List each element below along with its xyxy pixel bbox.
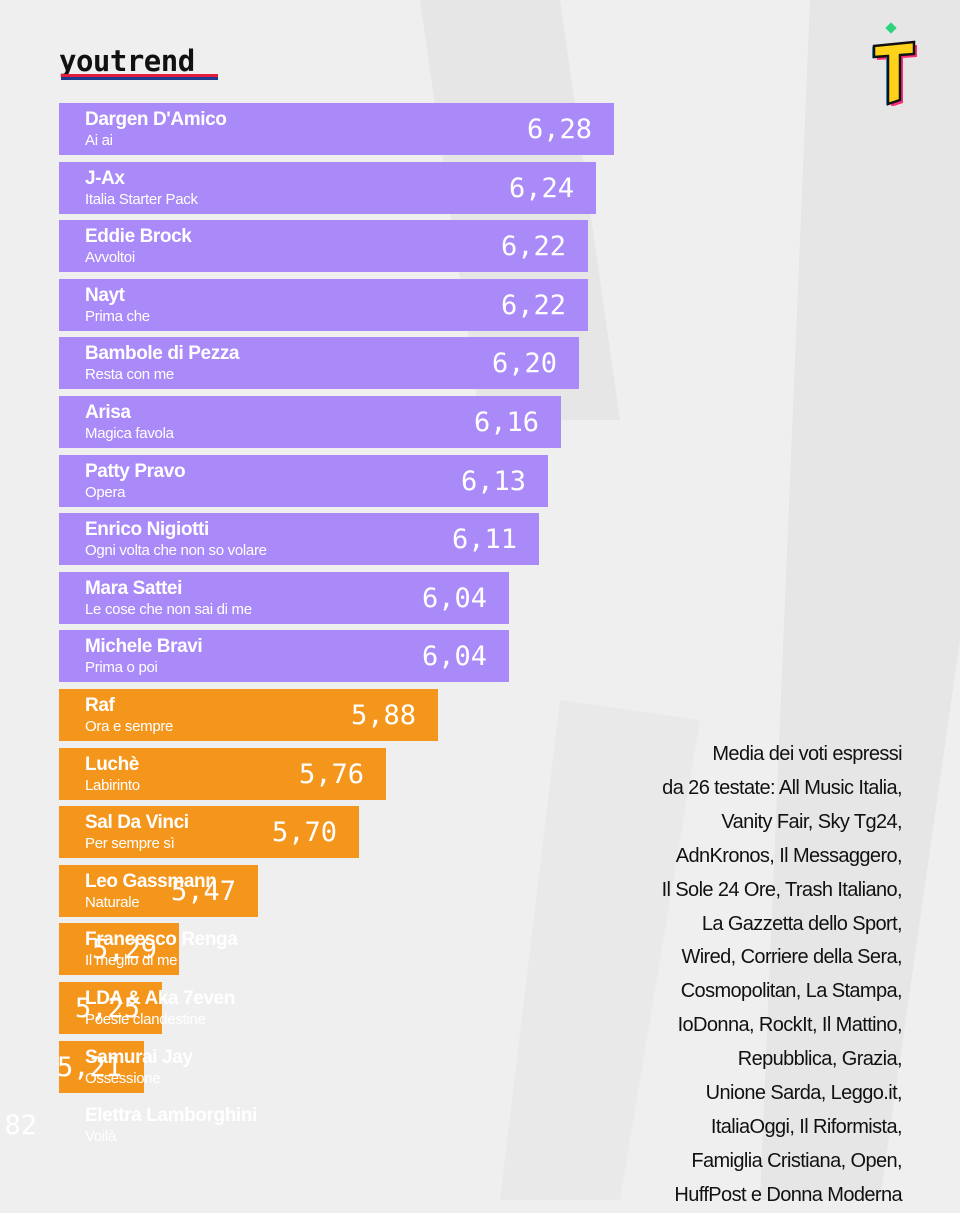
bar-artist-label: Dargen D'Amico	[85, 109, 227, 130]
bar-value-label: 4,82	[0, 1110, 37, 1142]
bar-song-label: Avvoltoi	[85, 249, 135, 267]
bar: Patty Pravo Opera 6,13	[59, 454, 548, 507]
bar: Michele Bravi Prima o poi 6,04	[59, 630, 509, 683]
bar-value-label: 6,24	[508, 172, 574, 204]
bar-value-label: 6,04	[421, 641, 487, 673]
bar-artist-label: J-Ax	[85, 167, 125, 189]
bar: Samurai Jay Ossessione 5,21	[56, 1040, 193, 1093]
bar: Raf Ora e sempre 5,88	[59, 689, 438, 741]
bar-song-label: Prima che	[85, 307, 150, 325]
bar-value-label: 5,47	[170, 875, 236, 907]
bar: Arisa Magica favola 6,16	[59, 396, 561, 448]
source-note: Media dei voti espressi da 26 testate: A…	[661, 743, 903, 1206]
bar-song-label: Opera	[85, 483, 126, 501]
bar-artist-label: Bambole di Pezza	[85, 343, 240, 365]
bar-artist-label: LDA & Aka 7even	[85, 988, 235, 1009]
bar-artist-label: Arisa	[85, 402, 131, 423]
bar-song-label: Magica favola	[85, 425, 174, 442]
bar-value-label: 5,29	[91, 934, 157, 966]
bar-value-label: 6,04	[421, 582, 487, 614]
bar-song-label: Voilà	[85, 1128, 117, 1146]
bar-artist-label: Francesco Renga	[85, 929, 238, 951]
bar-song-label: Poesie clandestine	[85, 1011, 206, 1028]
bar-song-label: Ai ai	[85, 132, 113, 149]
bar: Francesco Renga Il meglio di me 5,29	[59, 923, 238, 976]
bar: Dargen D'Amico Ai ai 6,28	[59, 103, 614, 155]
bar-song-label: Labirinto	[85, 776, 140, 794]
bar-song-label: Naturale	[85, 893, 140, 911]
bar-song-label: Ogni volta che non so volare	[85, 542, 267, 560]
bar-value-label: 6,28	[526, 114, 592, 145]
youtrend-logo: youtrend	[59, 44, 195, 78]
bar-value-label: 6,22	[500, 289, 566, 321]
bar-artist-label: Eddie Brock	[85, 226, 192, 248]
bar: J-Ax Italia Starter Pack 6,24	[59, 161, 596, 214]
bar-artist-label: Michele Bravi	[85, 636, 203, 658]
bar: Mara Sattei Le cose che non sai di me 6,04	[59, 571, 509, 624]
bar: Leo Gassmann Naturale 5,47	[59, 864, 258, 917]
bar-artist-label: Leo Gassmann	[85, 870, 217, 892]
bar-value-label: 6,11	[451, 524, 517, 556]
bar: Luchè Labirinto 5,76	[59, 747, 386, 800]
bar-value-label: 6,22	[500, 231, 566, 263]
bar-artist-label: Enrico Nigiotti	[85, 519, 209, 541]
bar-value-label: 5,21	[56, 1051, 122, 1083]
bar-value-label: 6,20	[491, 348, 557, 380]
t-logo-icon	[872, 22, 917, 106]
bar-song-label: Resta con me	[85, 366, 174, 384]
bar-value-label: 5,70	[271, 817, 337, 849]
bar-song-label: Ora e sempre	[85, 718, 174, 735]
bar-value-label: 6,16	[473, 407, 539, 438]
bar: Nayt Prima che 6,22	[59, 278, 588, 331]
bar: Bambole di Pezza Resta con me 6,20	[59, 337, 579, 390]
bar-artist-label: Nayt	[85, 284, 125, 306]
bar-value-label: 5,25	[74, 993, 140, 1024]
bar-song-label: Prima o poi	[85, 659, 158, 677]
bar: Enrico Nigiotti Ogni volta che non so vol…	[59, 513, 539, 566]
bar: LDA & Aka 7even Poesie clandestine 5,25	[59, 982, 235, 1034]
bar-artist-label: Raf	[85, 695, 115, 716]
bar-artist-label: Samurai Jay	[85, 1046, 193, 1068]
bar-song-label: Per sempre sì	[85, 835, 175, 853]
bar-song-label: Le cose che non sai di me	[85, 600, 252, 618]
bar: Sal Da Vinci Per sempre sì 5,70	[59, 806, 359, 859]
bar: Eddie Brock Avvoltoi 6,22	[59, 220, 588, 273]
bar-song-label: Ossessione	[85, 1069, 161, 1087]
bar-song-label: Italia Starter Pack	[85, 190, 198, 208]
bar-artist-label: Patty Pravo	[85, 460, 186, 482]
bar-value-label: 5,88	[350, 700, 416, 731]
bar-artist-label: Sal Da Vinci	[85, 812, 189, 834]
bar-song-label: Il meglio di me	[85, 952, 178, 970]
bar-artist-label: Mara Sattei	[85, 577, 182, 599]
logo-underline	[61, 74, 218, 80]
bar-value-label: 6,13	[460, 465, 526, 497]
bar-value-label: 5,76	[298, 758, 364, 790]
bar-artist-label: Elettra Lamborghini	[85, 1105, 257, 1127]
bar-artist-label: Luchè	[85, 753, 139, 775]
